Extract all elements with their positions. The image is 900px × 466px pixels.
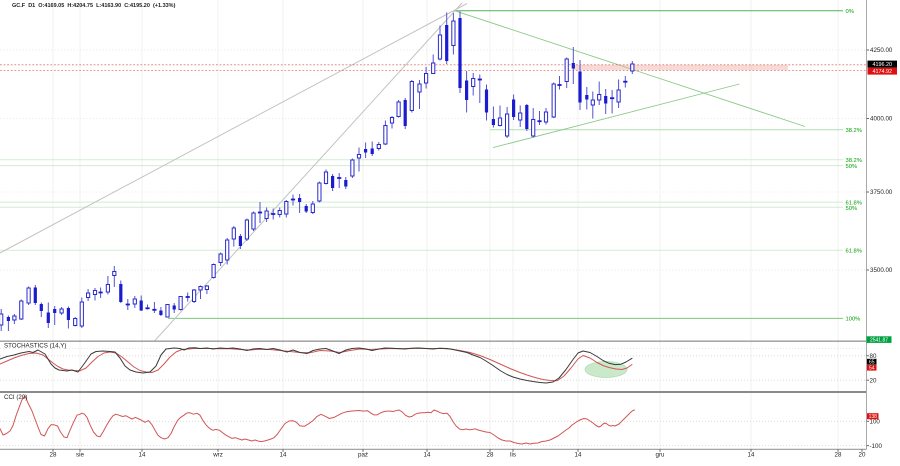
svg-text:14: 14 bbox=[424, 452, 431, 459]
svg-text:-100: -100 bbox=[870, 443, 883, 450]
svg-text:14: 14 bbox=[575, 452, 582, 459]
svg-text:100: 100 bbox=[870, 419, 881, 426]
svg-text:38.2%: 38.2% bbox=[846, 158, 862, 164]
svg-text:65: 65 bbox=[869, 360, 875, 366]
svg-text:61.8%: 61.8% bbox=[846, 249, 862, 255]
svg-text:61.8%: 61.8% bbox=[846, 200, 862, 206]
svg-text:4174.92: 4174.92 bbox=[873, 69, 893, 75]
svg-text:4000.00: 4000.00 bbox=[870, 116, 893, 123]
svg-text:38.2%: 38.2% bbox=[846, 128, 862, 134]
svg-text:20: 20 bbox=[859, 452, 866, 459]
svg-text:14: 14 bbox=[748, 452, 755, 459]
svg-text:28: 28 bbox=[835, 452, 842, 459]
svg-text:80: 80 bbox=[870, 353, 877, 360]
svg-text:sie: sie bbox=[76, 452, 84, 459]
svg-text:4196.20: 4196.20 bbox=[873, 62, 893, 68]
svg-text:138: 138 bbox=[869, 414, 878, 420]
svg-text:3500.00: 3500.00 bbox=[870, 267, 893, 274]
svg-text:28: 28 bbox=[50, 452, 57, 459]
svg-text:50%: 50% bbox=[846, 206, 858, 212]
svg-text:CCI (20): CCI (20) bbox=[4, 394, 27, 401]
svg-text:2541.87: 2541.87 bbox=[870, 338, 888, 344]
svg-text:paź: paź bbox=[358, 452, 368, 459]
svg-text:54: 54 bbox=[869, 366, 875, 372]
svg-text:0%: 0% bbox=[846, 9, 854, 15]
svg-text:3750.00: 3750.00 bbox=[870, 189, 893, 196]
svg-text:GC.F D1 O:4169.05 H:4204.75: GC.F D1 O:4169.05 H:4204.75 L:4163.90 C:… bbox=[12, 3, 176, 9]
svg-text:14: 14 bbox=[280, 452, 287, 459]
svg-text:14: 14 bbox=[139, 452, 146, 459]
svg-text:wrz: wrz bbox=[212, 452, 223, 459]
svg-text:gru: gru bbox=[656, 452, 666, 459]
svg-text:STOCHASTICS (14,Y): STOCHASTICS (14,Y) bbox=[4, 343, 66, 350]
svg-text:28: 28 bbox=[487, 452, 494, 459]
svg-text:lis: lis bbox=[510, 452, 516, 459]
svg-text:20: 20 bbox=[870, 377, 877, 384]
svg-text:50%: 50% bbox=[846, 164, 858, 170]
svg-text:100%: 100% bbox=[846, 317, 861, 323]
svg-text:4250.00: 4250.00 bbox=[870, 47, 893, 54]
